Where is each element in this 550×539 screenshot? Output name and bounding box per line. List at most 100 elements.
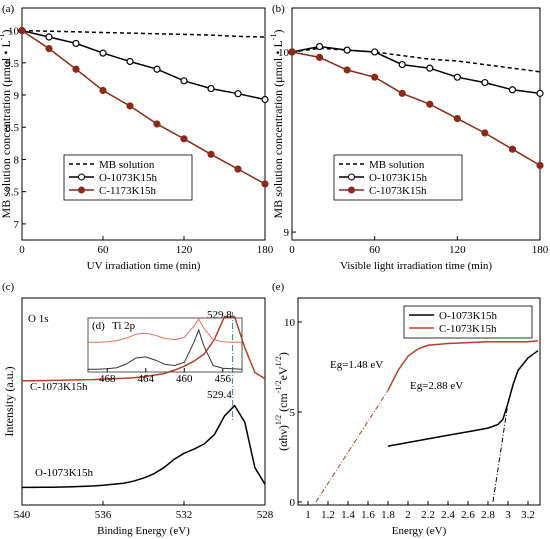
- x-tick-label: 60: [369, 244, 381, 256]
- plot-frame: [291, 7, 541, 241]
- plot-frame: [297, 297, 541, 506]
- marker: [234, 90, 242, 98]
- marker: [72, 65, 80, 73]
- marker: [99, 49, 107, 57]
- x-tick-label: 536: [95, 509, 112, 521]
- plot-frame: [21, 7, 266, 241]
- panel: (c) 540 536 532 528 Binding Energy (eV) Intens…: [2, 281, 274, 537]
- y-tick-label: 8.5: [5, 122, 19, 134]
- marker: [371, 73, 379, 81]
- panel-label: (b): [272, 3, 285, 15]
- marker: [153, 65, 161, 73]
- series-line: [21, 29, 266, 185]
- legend-label: O-1073K15h: [439, 310, 498, 322]
- marker: [207, 150, 215, 158]
- marker: [207, 84, 215, 93]
- annotation: O 1s: [28, 313, 48, 325]
- marker: [371, 48, 379, 56]
- y-tick-label: 9: [284, 227, 290, 239]
- series-line: [387, 350, 539, 447]
- marker: [45, 44, 53, 53]
- x-tick-label: 120: [176, 244, 193, 256]
- x-tick-label: 460: [176, 373, 193, 385]
- legend-label: MB solution: [99, 159, 155, 171]
- y-axis-label: Intensity (a.u.): [2, 366, 16, 436]
- y-tick-label: 10: [278, 47, 290, 59]
- x-tick-label: 2.6: [461, 509, 475, 521]
- y-tick-label: 5: [290, 407, 296, 419]
- y-tick-label: 10: [284, 317, 296, 329]
- y-axis-label: (αhν)1/2 (cm-1/2eV1/2): [274, 352, 289, 451]
- x-tick-label: 3.2: [521, 509, 535, 521]
- x-tick-label: 532: [176, 509, 193, 521]
- legend-marker: [348, 173, 355, 181]
- x-tick-label: 3: [505, 509, 511, 521]
- x-axis-label: UV irradiation time (min): [87, 260, 201, 272]
- annotation: 529.4: [207, 389, 232, 401]
- series-line: [21, 29, 266, 101]
- inset-title: Ti 2p: [112, 320, 136, 332]
- marker: [398, 60, 406, 69]
- legend-label: O-1073K15h: [99, 172, 158, 184]
- marker: [180, 135, 188, 143]
- annotation: Eg=1.48 eV: [330, 359, 383, 371]
- y-tick-label: 9: [14, 90, 20, 102]
- legend-label: C-1073K15h: [369, 185, 427, 197]
- marker: [536, 89, 544, 97]
- x-tick-label: 2.2: [421, 509, 435, 521]
- annotation: 529.8: [207, 309, 232, 321]
- y-tick-label: 9.5: [5, 58, 19, 70]
- x-axis-label: Binding Energy (eV): [97, 525, 190, 537]
- marker: [398, 89, 406, 97]
- marker: [481, 78, 489, 87]
- panel: (a) 0 60 120 180 7 7.5 8 8.5 9 9.5 10 UV irradiation…: [0, 3, 274, 272]
- y-tick-label: 10: [8, 26, 20, 38]
- series-line: [315, 390, 389, 503]
- marker: [288, 48, 296, 56]
- superscript: -1: [269, 34, 278, 41]
- legend-box: [403, 305, 533, 339]
- inset-label: (d): [92, 320, 105, 332]
- marker: [536, 161, 544, 170]
- marker: [126, 102, 134, 110]
- panel-label: (c): [2, 281, 15, 293]
- marker: [234, 165, 242, 173]
- label-part: MB solution concentration (μmol • L: [271, 40, 285, 218]
- x-tick-label: 180: [257, 244, 274, 256]
- series-line: [22, 404, 266, 489]
- marker: [508, 145, 517, 153]
- annotation: Eg=2.88 eV: [410, 380, 463, 392]
- x-tick-label: 528: [257, 509, 274, 521]
- series-line: [21, 29, 266, 38]
- superscript: -1/2: [274, 380, 283, 393]
- y-tick-label: 7: [14, 219, 20, 231]
- marker: [261, 180, 269, 188]
- x-tick-label: 464: [138, 373, 155, 385]
- y-tick-label: 8: [14, 154, 20, 166]
- y-tick-label: 7.5: [5, 187, 19, 199]
- series-line: [492, 402, 509, 502]
- marker: [453, 73, 461, 81]
- panel-label: (a): [2, 3, 15, 15]
- superscript: 1/2: [274, 415, 283, 425]
- label-part: Intensity (a.u.): [2, 366, 16, 436]
- marker: [18, 26, 26, 35]
- x-tick-label: 468: [99, 373, 116, 385]
- x-tick-label: 1.6: [361, 509, 375, 521]
- series-line: [291, 47, 541, 73]
- label-part: ): [0, 30, 13, 34]
- marker: [72, 39, 80, 48]
- panel: (b) 0 60 120 180 9 10 Visible light irradiation…: [269, 3, 548, 272]
- x-tick-label: 2: [405, 509, 411, 521]
- superscript: 1/2: [274, 356, 283, 366]
- x-tick-label: 60: [98, 244, 110, 256]
- marker: [153, 120, 161, 128]
- y-tick-label: 0: [290, 497, 296, 509]
- plot-frame: [87, 317, 243, 373]
- x-tick-label: 120: [449, 244, 466, 256]
- marker: [343, 46, 351, 54]
- x-tick-label: 540: [14, 509, 31, 521]
- marker: [261, 95, 269, 104]
- panel: (e) 1 1.2 1.4 1.6 1.8 2 2.2 2.4 2.6 2.8 3 3.2 0 5 10 Ene…: [272, 281, 541, 537]
